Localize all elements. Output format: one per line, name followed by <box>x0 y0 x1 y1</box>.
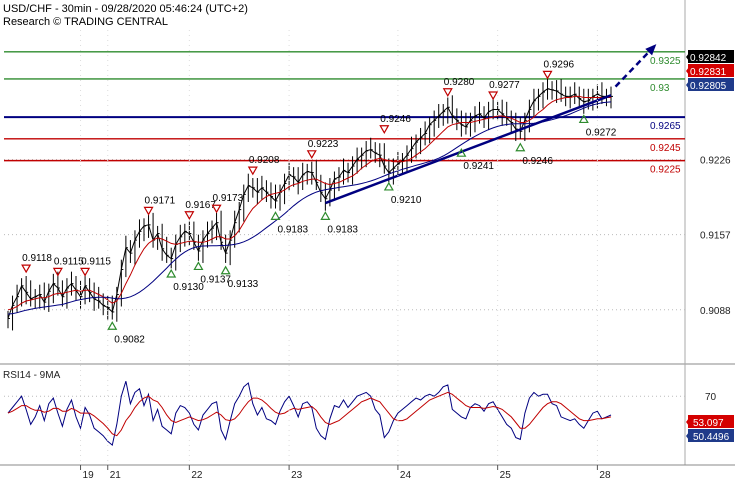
moving-average-line <box>7 95 611 311</box>
swing-low-label: 0.9210 <box>391 195 422 206</box>
swing-low-label: 0.9183 <box>327 224 358 235</box>
swing-high-label: 0.9115 <box>54 256 84 267</box>
swing-low-marker <box>515 142 526 152</box>
rsi-title: RSI14 - 9MA <box>3 370 61 381</box>
swing-high-label: 0.9280 <box>444 77 475 88</box>
swing-low-label: 0.9241 <box>463 161 494 172</box>
swing-low-marker <box>383 181 394 191</box>
x-tick-label: 25 <box>500 470 512 480</box>
swing-low-label: 0.9137 <box>200 274 231 285</box>
rsi-tag-box <box>688 415 734 428</box>
price-tag-box <box>688 50 734 63</box>
price-line <box>7 88 611 319</box>
x-tick-label: 19 <box>83 470 95 480</box>
price-tag-label: 0.92842 <box>690 53 727 64</box>
rsi-tag-pointer <box>686 418 689 426</box>
x-tick-label: 21 <box>110 470 122 480</box>
swing-high-marker <box>306 150 317 160</box>
rsi-tick-label: 70 <box>705 392 717 403</box>
swing-low-marker <box>166 268 177 278</box>
swing-high-label: 0.9118 <box>22 253 52 264</box>
y-tick-label: 0.9157 <box>700 231 731 242</box>
level-label: 0.93 <box>650 83 670 94</box>
level-label: 0.9325 <box>650 56 681 67</box>
price-tag-pointer <box>686 67 689 75</box>
swing-high-marker <box>211 204 222 214</box>
trend-line <box>324 94 612 205</box>
swing-high-label: 0.9173 <box>213 193 244 204</box>
swing-high-label: 0.9171 <box>145 195 176 206</box>
swing-high-label: 0.9115 <box>81 256 111 267</box>
swing-low-label: 0.9246 <box>522 156 553 167</box>
price-tag-pointer <box>686 81 689 89</box>
slow-average-line <box>7 101 612 315</box>
swing-high-label: 0.9296 <box>544 59 575 70</box>
swing-high-marker <box>52 267 63 277</box>
swing-high-marker <box>80 267 91 277</box>
swing-high-label: 0.9246 <box>380 114 411 125</box>
x-tick-label: 23 <box>291 470 303 480</box>
level-label: 0.9265 <box>650 121 681 132</box>
price-tag-label: 0.92831 <box>690 67 727 78</box>
projection-arrow-head <box>645 44 657 56</box>
swing-low-marker <box>193 261 204 271</box>
y-tick-label: 0.9088 <box>700 306 731 317</box>
swing-high-marker <box>21 264 32 274</box>
swing-low-marker <box>578 114 589 124</box>
rsi-panel: RSI14 - 9MA 70 53.097 50.4496 <box>3 370 734 447</box>
x-tick-label: 24 <box>400 470 412 480</box>
rsi-tag-box <box>688 429 734 442</box>
swing-low-marker <box>456 147 467 157</box>
swing-high-label: 0.9167 <box>185 200 216 211</box>
rsi-ma-line <box>7 391 612 437</box>
price-tag-box <box>688 64 734 77</box>
swing-low-label: 0.9133 <box>228 279 259 290</box>
swing-high-marker <box>488 91 499 101</box>
x-tick-label: 28 <box>599 470 611 480</box>
swing-low-marker <box>220 265 231 275</box>
rsi-tag-label: 53.097 <box>693 418 724 429</box>
swing-low-label: 0.9272 <box>586 127 617 138</box>
swing-low-marker <box>107 321 118 330</box>
price-panel: 0.9226 0.9157 0.9088 0.9325 0.93 0.9265 0.9245… <box>0 0 735 465</box>
rsi-line <box>7 381 612 447</box>
x-tick-label: 22 <box>191 470 203 480</box>
swing-high-label: 0.9223 <box>308 139 339 150</box>
swing-high-marker <box>184 211 195 220</box>
chart-title: USD/CHF - 30min - 09/28/2020 05:46:24 (U… <box>3 3 248 15</box>
y-tick-label: 0.9226 <box>700 156 731 167</box>
swing-high-label: 0.9277 <box>489 80 520 91</box>
swing-high-marker <box>247 166 258 176</box>
swing-low-marker <box>270 211 281 220</box>
swing-high-label: 0.9208 <box>249 155 280 166</box>
swing-high-marker <box>442 88 453 97</box>
swing-low-label: 0.9082 <box>114 334 145 345</box>
rsi-tag-pointer <box>686 432 689 440</box>
price-tag-label: 0.92805 <box>690 81 727 92</box>
rsi-tag-label: 50.4496 <box>693 432 730 443</box>
time-axis: 19 21 22 23 24 25 28 <box>0 30 735 480</box>
swing-high-marker <box>542 70 553 80</box>
price-tag-pointer <box>686 53 689 61</box>
level-label: 0.9225 <box>650 165 681 176</box>
swing-low-marker <box>320 211 331 220</box>
price-tag-box <box>688 78 734 91</box>
chart-source: Research © TRADING CENTRAL <box>3 16 168 28</box>
swing-high-marker <box>143 206 154 216</box>
level-label: 0.9245 <box>650 143 681 154</box>
swing-low-label: 0.9183 <box>277 224 308 235</box>
swing-low-label: 0.9130 <box>173 282 204 293</box>
swing-high-marker <box>379 125 390 134</box>
